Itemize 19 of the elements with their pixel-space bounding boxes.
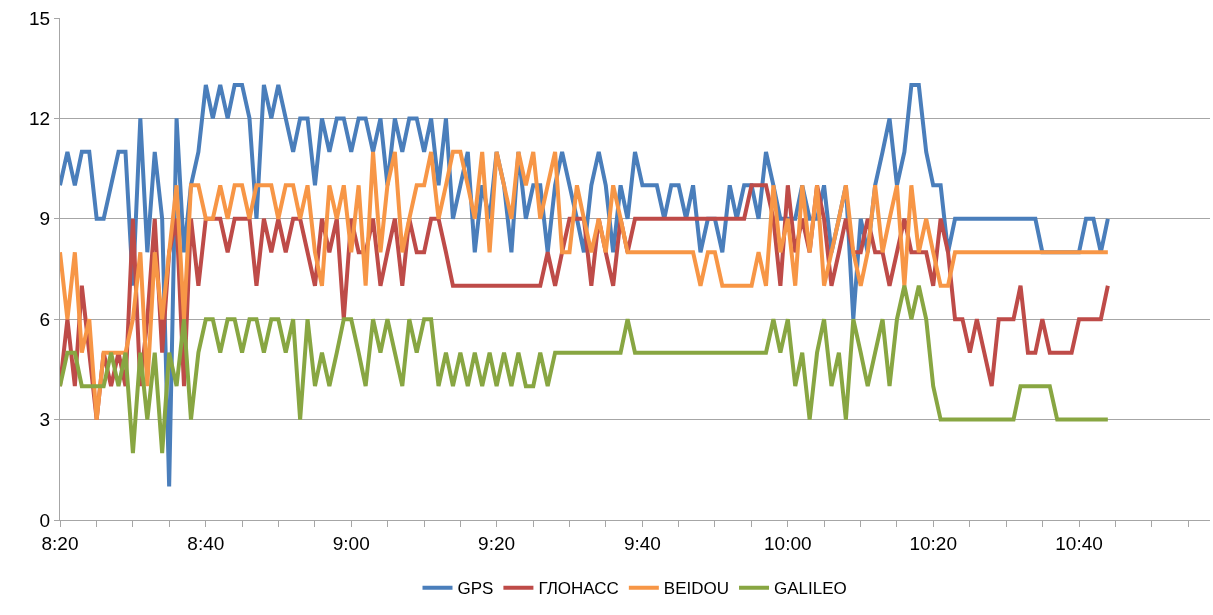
x-tick-label: 9:20 [478,532,516,554]
legend-label: GALILEO [774,579,847,599]
x-tick-label: 8:40 [187,532,225,554]
y-tick-label: 6 [39,308,51,330]
legend-label: GPS [457,579,494,599]
x-tick-label: 10:20 [909,532,957,554]
y-tick-label: 15 [29,7,51,29]
x-tick-label: 9:40 [623,532,661,554]
x-tick-label: 10:00 [764,532,812,554]
y-tick-label: 9 [39,208,51,230]
x-tick-label: 8:20 [41,532,79,554]
line-series [60,283,1110,456]
x-tick-label: 10:40 [1055,532,1103,554]
legend-label: ГЛОНАСС [538,579,619,599]
y-tick-label: 0 [39,509,51,531]
legend-label: BEIDOU [663,579,730,599]
y-tick-label: 12 [29,108,51,130]
x-tick-label: 9:00 [332,532,370,554]
y-tick-label: 3 [39,409,51,431]
